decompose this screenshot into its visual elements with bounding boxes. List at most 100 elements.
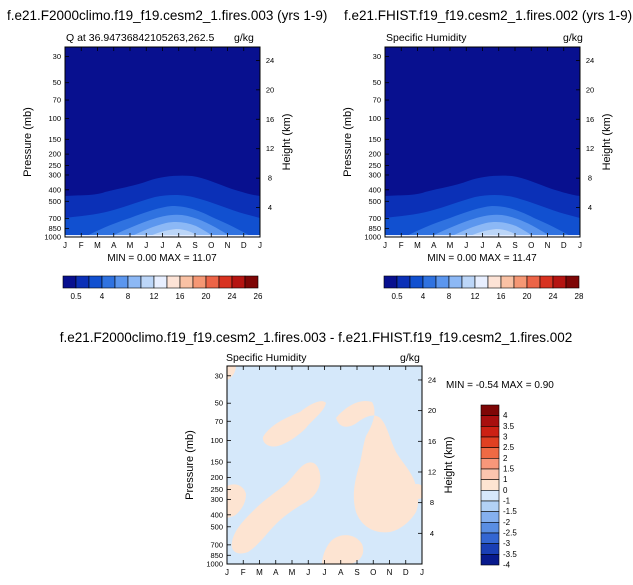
colorbar-label: -4 bbox=[503, 561, 511, 570]
colorbar-label: 3 bbox=[503, 433, 508, 442]
y2-tick-label: 12 bbox=[266, 144, 274, 153]
colorbar-box bbox=[383, 275, 398, 289]
y2-tick-label: 8 bbox=[430, 498, 434, 507]
y-tick-label: 700 bbox=[48, 214, 61, 223]
colorbar-box bbox=[480, 500, 500, 512]
colorbar-box bbox=[75, 275, 90, 289]
colorbar-label: 12 bbox=[471, 292, 480, 301]
y2-tick-label: 4 bbox=[588, 203, 592, 212]
y2-tick-label: 4 bbox=[430, 529, 434, 538]
colorbar-box bbox=[101, 275, 116, 289]
colorbar-box bbox=[487, 275, 502, 289]
x-tick-label: J bbox=[420, 568, 424, 577]
panel-b-colorbar: 0.5 4 8 12 16 20 24 28 bbox=[383, 275, 584, 301]
y-tick-label: 100 bbox=[368, 114, 381, 123]
x-tick-label: J bbox=[383, 241, 387, 250]
y2-tick-label: 24 bbox=[266, 56, 274, 65]
x-tick-label: J bbox=[63, 241, 67, 250]
colorbar-box bbox=[480, 415, 500, 427]
colorbar-box bbox=[474, 275, 489, 289]
x-tick-label: S bbox=[354, 568, 359, 577]
y-tick-label: 100 bbox=[210, 436, 223, 445]
colorbar-label: 20 bbox=[202, 292, 211, 301]
colorbar-box bbox=[480, 458, 500, 470]
panel-c-positive-region-3 bbox=[231, 462, 321, 554]
x-tick-label: M bbox=[447, 241, 454, 250]
panel-c-minmax: MIN = -0.54 MAX = 0.90 bbox=[446, 380, 554, 391]
panel-c-positive-region-6 bbox=[404, 484, 422, 500]
x-tick-label: N bbox=[225, 241, 231, 250]
colorbar-box bbox=[88, 275, 103, 289]
colorbar-label: 3.5 bbox=[503, 422, 515, 431]
colorbar-box bbox=[448, 275, 463, 289]
x-tick-label: F bbox=[399, 241, 404, 250]
colorbar-box bbox=[480, 522, 500, 534]
y2-tick-label: 8 bbox=[268, 174, 272, 183]
x-tick-label: S bbox=[512, 241, 517, 250]
colorbar-label: -1.5 bbox=[503, 507, 517, 516]
colorbar-box bbox=[480, 543, 500, 555]
panel-c-positive-region-7 bbox=[227, 366, 236, 380]
colorbar-label: 8 bbox=[126, 292, 131, 301]
panel-c-title: f.e21.F2000climo.f19_f19.cesm2_1.fires.0… bbox=[60, 330, 573, 345]
y-tick-label: 400 bbox=[368, 185, 381, 194]
panel-a: f.e21.F2000climo.f19_f19.cesm2_1.fires.0… bbox=[7, 8, 327, 301]
colorbar-label: 20 bbox=[523, 292, 532, 301]
x-tick-label: M bbox=[289, 568, 296, 577]
panel-a-y2label: Height (km) bbox=[281, 114, 293, 171]
y-tick-label: 50 bbox=[373, 78, 381, 87]
x-tick-label: J bbox=[578, 241, 582, 250]
x-tick-label: M bbox=[127, 241, 134, 250]
x-tick-label: D bbox=[561, 241, 567, 250]
panel-a-minmax: MIN = 0.00 MAX = 11.07 bbox=[107, 253, 217, 264]
y-tick-label: 70 bbox=[53, 96, 61, 105]
y-tick-label: 200 bbox=[210, 473, 223, 482]
colorbar-box bbox=[127, 275, 142, 289]
colorbar-label: 16 bbox=[497, 292, 506, 301]
panel-c-plot bbox=[226, 365, 423, 565]
x-tick-label: O bbox=[528, 241, 534, 250]
y-tick-label: 500 bbox=[210, 522, 223, 531]
panel-b-plot bbox=[384, 46, 581, 238]
colorbar-box bbox=[205, 275, 220, 289]
y2-tick-label: 12 bbox=[428, 467, 436, 476]
panel-a-plot bbox=[64, 46, 261, 238]
colorbar-label: 1.5 bbox=[503, 465, 515, 474]
y-tick-label: 100 bbox=[48, 114, 61, 123]
panel-c-positive-region-5 bbox=[322, 535, 364, 564]
x-tick-label: J bbox=[306, 568, 310, 577]
colorbar-label: -2.5 bbox=[503, 529, 517, 538]
x-tick-label: D bbox=[241, 241, 247, 250]
y2-tick-label: 24 bbox=[428, 375, 436, 384]
colorbar-box bbox=[244, 275, 259, 289]
colorbar-box bbox=[153, 275, 168, 289]
colorbar-label: 4 bbox=[421, 292, 426, 301]
y2-tick-label: 20 bbox=[266, 85, 274, 94]
y-tick-label: 30 bbox=[215, 371, 223, 380]
y-tick-label: 250 bbox=[48, 161, 61, 170]
colorbar-label: 0.5 bbox=[391, 292, 403, 301]
y-tick-label: 700 bbox=[210, 540, 223, 549]
y2-tick-label: 24 bbox=[586, 56, 594, 65]
x-tick-label: A bbox=[496, 241, 502, 250]
panel-c-ylabel: Pressure (mb) bbox=[184, 430, 196, 500]
y-tick-label: 250 bbox=[210, 485, 223, 494]
panel-b: f.e21.FHIST.f19_f19.cesm2_1.fires.002 (y… bbox=[342, 8, 632, 301]
y-tick-label: 1000 bbox=[44, 233, 61, 242]
y2-tick-label: 20 bbox=[586, 85, 594, 94]
x-tick-label: J bbox=[144, 241, 148, 250]
y2-tick-label: 8 bbox=[588, 174, 592, 183]
panel-a-colorbar: 0.5 4 8 12 16 20 24 26 bbox=[62, 275, 263, 301]
x-tick-label: O bbox=[208, 241, 214, 250]
colorbar-box bbox=[480, 479, 500, 491]
y2-tick-label: 4 bbox=[268, 203, 272, 212]
y-tick-label: 300 bbox=[48, 170, 61, 179]
x-tick-label: J bbox=[161, 241, 165, 250]
colorbar-box bbox=[218, 275, 233, 289]
colorbar-label: 4 bbox=[503, 411, 508, 420]
colorbar-box bbox=[480, 447, 500, 459]
y-tick-label: 150 bbox=[48, 135, 61, 144]
colorbar-box bbox=[539, 275, 554, 289]
